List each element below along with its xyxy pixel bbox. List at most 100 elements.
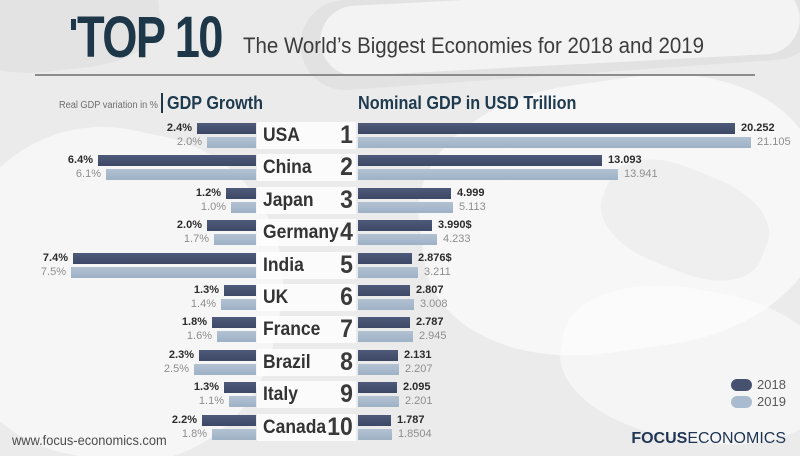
gdp-growth-bar-2018 xyxy=(197,123,256,134)
label-band-india: India 5 xyxy=(257,252,356,279)
nominal-gdp-value-2019: 2.201 xyxy=(405,395,433,407)
nominal-gdp-value-2019: 1.8504 xyxy=(398,428,432,440)
page-title: TOP 10 xyxy=(77,5,223,70)
country-name: USA xyxy=(263,125,300,146)
label-band-uk: UK 6 xyxy=(257,284,356,311)
label-band-france: France 7 xyxy=(257,316,356,343)
nominal-gdp-value-2018: 1.787 xyxy=(397,414,425,426)
gdp-growth-value-2019: 2.0% xyxy=(176,136,202,148)
gdp-growth-bar-2019 xyxy=(229,396,256,407)
legend-swatch-2018 xyxy=(731,379,752,391)
nominal-gdp-value-2018: 3.990$ xyxy=(438,219,472,231)
nominal-gdp-bar-2018 xyxy=(358,188,451,199)
nominal-gdp-value-2019: 2.207 xyxy=(405,363,433,375)
gdp-growth-bar-2019 xyxy=(212,429,256,440)
gdp-growth-value-2018: 2.3% xyxy=(168,349,194,361)
gdp-growth-value-2018: 6.4% xyxy=(67,154,93,166)
label-band-japan: Japan 3 xyxy=(257,187,356,214)
gdp-growth-value-2019: 2.5% xyxy=(163,363,189,375)
nominal-gdp-value-2018: 4.999 xyxy=(457,187,485,199)
nominal-gdp-bar-2018 xyxy=(358,123,735,134)
label-band-china: China 2 xyxy=(257,154,356,181)
nominal-gdp-bar-2019 xyxy=(358,202,453,213)
country-name: China xyxy=(263,157,312,178)
title-underline xyxy=(35,74,755,76)
nominal-gdp-bar-2019 xyxy=(358,396,399,407)
gdp-growth-bar-2019 xyxy=(106,169,256,180)
gdp-growth-value-2019: 1.6% xyxy=(186,330,212,342)
logo-light-part: ECONOMICS xyxy=(687,430,786,447)
gdp-growth-bar-2018 xyxy=(212,317,256,328)
gdp-growth-value-2019: 6.1% xyxy=(75,168,101,180)
label-band-usa: USA 1 xyxy=(257,122,356,149)
nominal-gdp-value-2019: 13.941 xyxy=(624,168,658,180)
country-name: UK xyxy=(263,287,289,308)
rank-number: 1 xyxy=(340,121,353,149)
gdp-growth-value-2018: 2.4% xyxy=(166,122,192,134)
rank-number: 2 xyxy=(340,153,353,181)
nominal-gdp-bar-2019 xyxy=(358,331,413,342)
nominal-gdp-value-2018: 13.093 xyxy=(608,154,642,166)
gdp-growth-bar-2018 xyxy=(224,382,256,393)
nominal-gdp-bar-2018 xyxy=(358,382,397,393)
gdp-growth-value-2018: 1.3% xyxy=(193,284,219,296)
gdp-growth-value-2019: 1.1% xyxy=(198,395,224,407)
gdp-growth-value-2019: 1.8% xyxy=(181,428,207,440)
nominal-gdp-value-2018: 2.876$ xyxy=(418,252,452,264)
gdp-growth-value-2019: 7.5% xyxy=(40,266,66,278)
nominal-gdp-bar-2019 xyxy=(358,169,618,180)
rank-number: 9 xyxy=(340,380,353,408)
gdp-growth-bar-2019 xyxy=(207,137,256,148)
legend-label-2018: 2018 xyxy=(757,377,786,392)
gdp-growth-value-2019: 1.0% xyxy=(200,201,226,213)
nominal-gdp-bar-2019 xyxy=(358,299,414,310)
nominal-gdp-bar-2019 xyxy=(358,429,392,440)
left-axis-note: Real GDP variation in % xyxy=(58,100,158,111)
gdp-growth-bar-2018 xyxy=(98,155,256,166)
rank-number: 4 xyxy=(340,218,353,246)
label-band-brazil: Brazil 8 xyxy=(257,349,356,376)
logo-bold-part: FOCUS xyxy=(631,430,688,447)
nominal-gdp-bar-2019 xyxy=(358,137,751,148)
nominal-gdp-bar-2018 xyxy=(358,220,432,231)
gdp-growth-bar-2018 xyxy=(226,188,256,199)
gdp-growth-value-2018: 7.4% xyxy=(42,252,68,264)
nominal-gdp-value-2019: 2.945 xyxy=(419,330,447,342)
nominal-gdp-bar-2019 xyxy=(358,364,399,375)
gdp-growth-bar-2019 xyxy=(214,234,256,245)
gdp-growth-bar-2018 xyxy=(73,253,256,264)
gdp-growth-bar-2018 xyxy=(224,285,256,296)
page-subtitle: The World’s Biggest Economies for 2018 a… xyxy=(243,33,705,58)
website-url: www.focus-economics.com xyxy=(12,433,167,448)
nominal-gdp-value-2018: 2.787 xyxy=(416,316,444,328)
nominal-gdp-value-2019: 4.233 xyxy=(443,233,471,245)
gdp-growth-bar-2019 xyxy=(217,331,256,342)
rank-number: 5 xyxy=(340,251,353,279)
gdp-growth-bar-2018 xyxy=(202,415,256,426)
right-column-header: Nominal GDP in USD Trillion xyxy=(358,93,577,113)
gdp-growth-bar-2018 xyxy=(207,220,256,231)
nominal-gdp-value-2019: 21.105 xyxy=(757,136,791,148)
country-name: Canada xyxy=(263,417,327,438)
nominal-gdp-bar-2019 xyxy=(358,267,418,278)
nominal-gdp-value-2018: 2.807 xyxy=(416,284,444,296)
country-name: France xyxy=(263,319,321,340)
gdp-growth-value-2019: 1.4% xyxy=(190,298,216,310)
watermark-shape xyxy=(549,267,800,456)
left-column-header: GDP Growth xyxy=(167,93,264,113)
focus-economics-logo: FOCUSECONOMICS xyxy=(631,430,786,448)
nominal-gdp-value-2019: 3.211 xyxy=(424,266,451,278)
gdp-growth-value-2018: 1.3% xyxy=(193,381,219,393)
legend-label-2019: 2019 xyxy=(757,394,786,409)
gdp-growth-value-2019: 1.7% xyxy=(183,233,209,245)
gdp-growth-value-2018: 1.8% xyxy=(181,316,207,328)
label-band-germany: Germany 4 xyxy=(257,219,356,246)
title-tick-decoration xyxy=(71,19,76,30)
rank-number: 8 xyxy=(340,348,353,376)
country-name: India xyxy=(263,255,304,276)
nominal-gdp-value-2019: 5.113 xyxy=(459,201,486,213)
nominal-gdp-bar-2018 xyxy=(358,350,398,361)
rank-number: 6 xyxy=(340,283,353,311)
gdp-growth-value-2018: 2.0% xyxy=(176,219,202,231)
